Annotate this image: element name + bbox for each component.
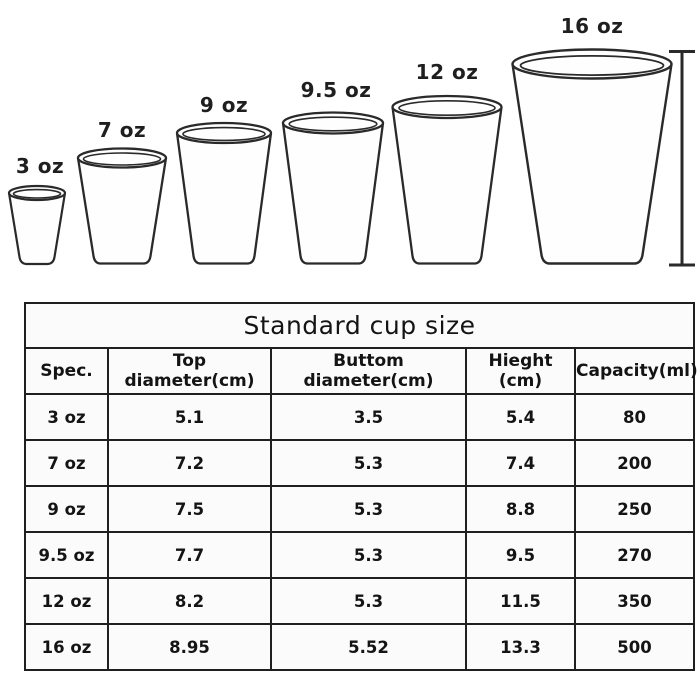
- cell-bottom-diameter: 5.3: [270, 439, 467, 487]
- cup-body: [7, 192, 67, 266]
- col-header-spec: Spec.: [24, 347, 109, 395]
- cup-size-table: Standard cup size Spec. Top diameter(cm)…: [24, 302, 698, 671]
- cell-spec: 16 oz: [24, 623, 109, 671]
- cup-body: [175, 132, 273, 265]
- cup-7oz: 7 oz: [76, 118, 168, 265]
- cup-body: [76, 157, 168, 265]
- cell-top-diameter: 8.2: [107, 577, 272, 625]
- cell-height: 13.3: [465, 623, 576, 671]
- col-header-bottom-diameter: Buttom diameter(cm): [270, 347, 467, 395]
- cell-capacity: 350: [574, 577, 695, 625]
- cell-bottom-diameter: 3.5: [270, 393, 467, 441]
- cell-bottom-diameter: 5.3: [270, 531, 467, 579]
- cell-top-diameter: 7.7: [107, 531, 272, 579]
- cup-rim-inner: [182, 126, 266, 142]
- cup-9-5oz: 9.5 oz: [281, 78, 385, 265]
- table-title: Standard cup size: [24, 302, 695, 349]
- table-row-16oz: 16 oz 8.95 5.52 13.3 500: [24, 623, 695, 671]
- cell-spec: 7 oz: [24, 439, 109, 487]
- cell-top-diameter: 7.2: [107, 439, 272, 487]
- cup-label: 12 oz: [416, 60, 479, 84]
- cup-label: 16 oz: [561, 14, 624, 38]
- cup-label: 9.5 oz: [301, 78, 372, 102]
- cup-12oz: 12 oz: [391, 60, 503, 265]
- cell-capacity: 250: [574, 485, 695, 533]
- cell-spec: 12 oz: [24, 577, 109, 625]
- cup-rim-outer: [511, 48, 673, 80]
- cell-capacity: 80: [574, 393, 695, 441]
- col-header-height: Hieght (cm): [465, 347, 576, 395]
- table-row-9oz: 9 oz 7.5 5.3 8.8 250: [24, 485, 695, 533]
- cup-rim-inner: [12, 188, 62, 199]
- cup-rim-inner: [519, 55, 665, 77]
- cup-16oz: 16 oz: [511, 14, 673, 265]
- cell-bottom-diameter: 5.52: [270, 623, 467, 671]
- cell-top-diameter: 8.95: [107, 623, 272, 671]
- cup-rim-inner: [82, 152, 162, 166]
- table-row-12oz: 12 oz 8.2 5.3 11.5 350: [24, 577, 695, 625]
- cup-label: 3 oz: [16, 154, 64, 178]
- table-header-row: Spec. Top diameter(cm) Buttom diameter(c…: [24, 347, 698, 395]
- cup-diagram: 3 oz 7 oz 9 oz 9.5 oz 12 oz: [7, 14, 695, 267]
- col-header-top-diameter: Top diameter(cm): [107, 347, 272, 395]
- cup-rim-inner: [288, 116, 378, 132]
- table-row-9-5oz: 9.5 oz 7.7 5.3 9.5 270: [24, 531, 695, 579]
- cup-rim-outer: [76, 147, 168, 169]
- table-row-7oz: 7 oz 7.2 5.3 7.4 200: [24, 439, 695, 487]
- cell-capacity: 200: [574, 439, 695, 487]
- cup-body: [511, 63, 673, 265]
- cell-height: 11.5: [465, 577, 576, 625]
- cup-body: [281, 122, 385, 265]
- cell-spec: 9.5 oz: [24, 531, 109, 579]
- cell-height: 5.4: [465, 393, 576, 441]
- cup-label: 7 oz: [98, 118, 146, 142]
- cell-bottom-diameter: 5.3: [270, 485, 467, 533]
- cell-spec: 3 oz: [24, 393, 109, 441]
- cup-9oz: 9 oz: [175, 93, 273, 265]
- cell-bottom-diameter: 5.3: [270, 577, 467, 625]
- cell-capacity: 270: [574, 531, 695, 579]
- height-measure-line: [669, 50, 695, 267]
- table-title-row: Standard cup size: [24, 302, 695, 349]
- cup-label: 9 oz: [200, 93, 248, 117]
- cup-rim-inner: [398, 100, 496, 117]
- cell-height: 7.4: [465, 439, 576, 487]
- cell-height: 8.8: [465, 485, 576, 533]
- cell-height: 9.5: [465, 531, 576, 579]
- cell-top-diameter: 5.1: [107, 393, 272, 441]
- cell-top-diameter: 7.5: [107, 485, 272, 533]
- cup-body: [391, 106, 503, 265]
- cell-spec: 9 oz: [24, 485, 109, 533]
- cell-capacity: 500: [574, 623, 695, 671]
- col-header-capacity: Capacity(ml): [574, 347, 698, 395]
- cup-3oz: 3 oz: [7, 154, 67, 266]
- table-row-3oz: 3 oz 5.1 3.5 5.4 80: [24, 393, 695, 441]
